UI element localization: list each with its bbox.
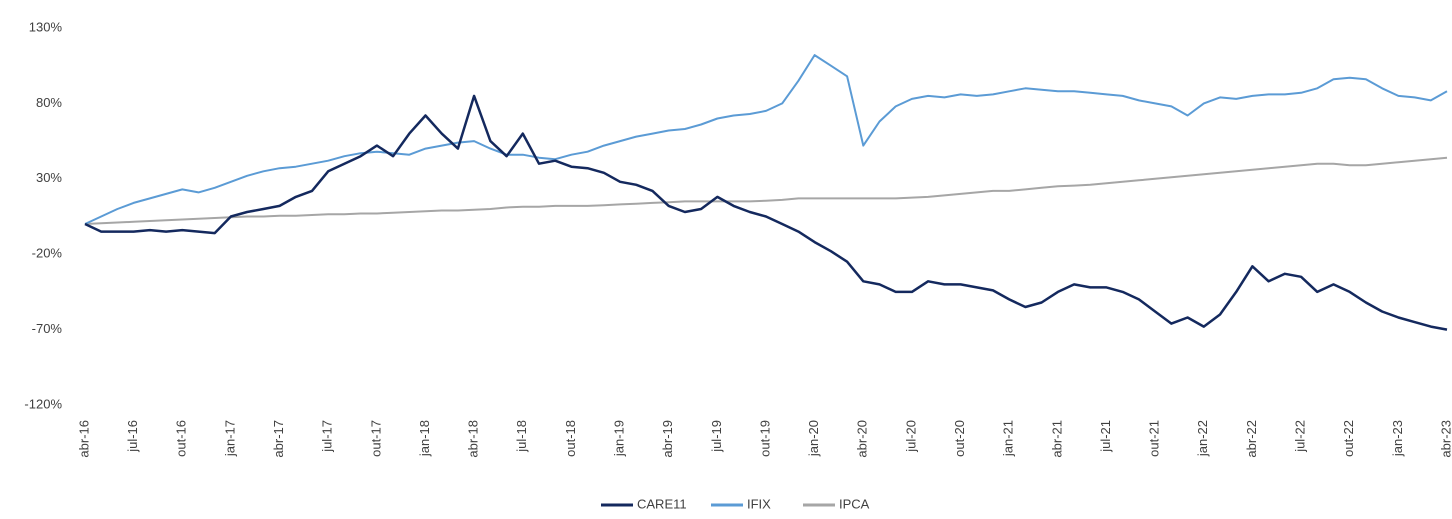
y-tick-label: 30%	[36, 170, 62, 185]
y-tick-label: -20%	[32, 246, 63, 261]
x-tick-label: jul-18	[514, 420, 529, 453]
y-tick-label: -120%	[24, 396, 62, 411]
x-tick-label: abr-18	[466, 420, 481, 458]
x-tick-label: abr-19	[660, 420, 675, 458]
y-tick-label: -70%	[32, 321, 63, 336]
x-tick-label: abr-21	[1049, 420, 1064, 458]
x-tick-label: out-18	[563, 420, 578, 457]
x-tick-label: abr-17	[271, 420, 286, 458]
x-tick-label: abr-23	[1438, 420, 1452, 458]
x-tick-label: out-21	[1147, 420, 1162, 457]
series-line	[84, 94, 1448, 331]
x-tick-label: out-16	[174, 420, 189, 457]
legend-label: CARE11	[637, 496, 687, 511]
x-tick-label: jan-18	[417, 420, 432, 457]
x-tick-label: abr-20	[855, 420, 870, 458]
x-tick-label: abr-16	[76, 420, 91, 458]
y-tick-label: 130%	[29, 19, 63, 34]
x-tick-label: jan-19	[612, 420, 627, 457]
x-tick-label: jul-20	[903, 420, 918, 453]
x-tick-label: jul-19	[709, 420, 724, 453]
legend-label: IFIX	[747, 496, 771, 511]
series-line	[84, 54, 1448, 225]
x-tick-label: jul-17	[320, 420, 335, 453]
x-tick-label: jan-23	[1390, 420, 1405, 457]
series-line	[84, 156, 1448, 225]
x-tick-label: out-19	[757, 420, 772, 457]
x-tick-label: out-20	[952, 420, 967, 457]
x-tick-label: jan-17	[222, 420, 237, 457]
x-tick-label: jan-22	[1195, 420, 1210, 457]
x-tick-label: abr-22	[1244, 420, 1259, 458]
x-tick-label: jul-22	[1293, 420, 1308, 453]
x-tick-label: jul-16	[125, 420, 140, 453]
x-tick-label: jan-20	[806, 420, 821, 457]
x-tick-label: out-22	[1341, 420, 1356, 457]
x-tick-label: jan-21	[1001, 420, 1016, 457]
y-tick-label: 80%	[36, 95, 62, 110]
x-tick-label: out-17	[368, 420, 383, 457]
legend-label: IPCA	[839, 496, 870, 511]
x-tick-label: jul-21	[1098, 420, 1113, 453]
